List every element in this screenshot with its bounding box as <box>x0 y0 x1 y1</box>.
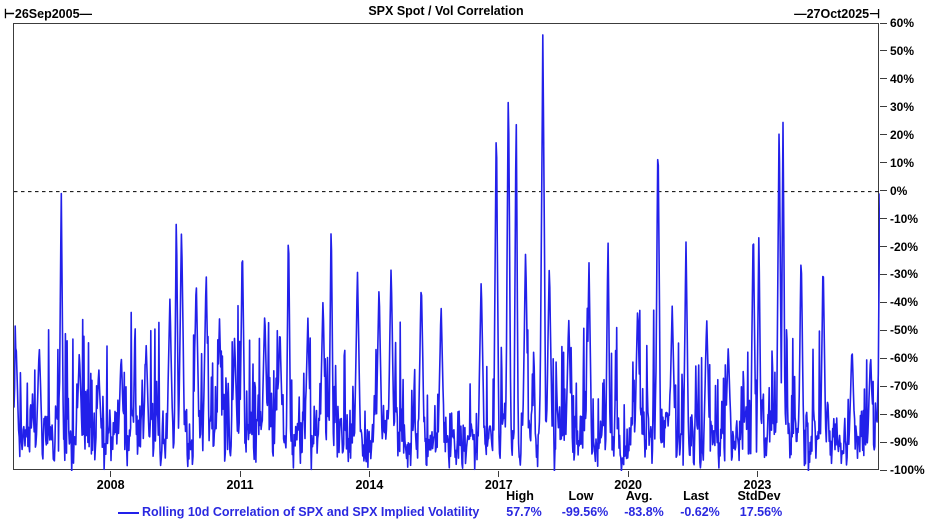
y-axis-tick <box>880 357 887 359</box>
y-axis-tick <box>880 413 887 415</box>
y-axis-label: 0% <box>890 183 908 198</box>
y-axis-label: 40% <box>890 71 915 86</box>
x-axis-label: 2011 <box>226 478 254 492</box>
x-axis-tick <box>627 471 629 477</box>
x-axis-label: 2020 <box>614 478 642 492</box>
x-axis-tick <box>239 471 241 477</box>
stat-header-last: Last <box>683 489 709 503</box>
y-axis-tick <box>880 190 887 192</box>
y-axis-label: -70% <box>890 379 919 394</box>
chart-end-date-label: —27Oct2025⊣ <box>794 7 880 21</box>
y-axis-tick <box>880 162 887 164</box>
y-axis-tick <box>880 218 887 220</box>
stat-value-last: -0.62% <box>680 505 720 519</box>
x-axis-label: 2023 <box>743 478 772 492</box>
stat-header-high: High <box>506 489 534 503</box>
chart-start-date-label: ⊢26Sep2005— <box>4 7 93 21</box>
y-axis-tick <box>880 273 887 275</box>
y-axis-tick <box>880 469 887 471</box>
plot-area <box>13 23 880 471</box>
y-axis-tick <box>880 329 887 331</box>
legend-series-label: Rolling 10d Correlation of SPX and SPX I… <box>142 505 480 519</box>
stat-value-stddev: 17.56% <box>739 505 783 519</box>
x-axis-tick <box>498 471 500 477</box>
stat-value-avg: -83.8% <box>624 505 664 519</box>
y-axis-tick <box>880 50 887 52</box>
correlation-line-chart <box>14 34 880 471</box>
stat-header-low: Low <box>568 489 594 503</box>
y-axis-label: -60% <box>890 351 919 366</box>
x-axis-tick <box>110 471 112 477</box>
y-axis-tick <box>880 441 887 443</box>
x-axis-tick <box>756 471 758 477</box>
chart-title: SPX Spot / Vol Correlation <box>368 4 524 18</box>
y-axis-tick <box>880 78 887 80</box>
x-axis-label: 2008 <box>96 478 125 492</box>
x-axis-label: 2017 <box>484 478 513 492</box>
x-axis-tick <box>368 471 370 477</box>
y-axis-label: -90% <box>890 435 919 450</box>
y-axis-label: 30% <box>890 99 915 114</box>
y-axis-label: -10% <box>890 211 919 226</box>
stat-header-avg: Avg. <box>625 489 653 503</box>
legend-line-sample-icon <box>118 512 139 514</box>
y-axis-label: -20% <box>890 239 919 254</box>
stat-header-stddev: StdDev <box>737 489 781 503</box>
y-axis-tick <box>880 134 887 136</box>
correlation-series-line <box>14 34 880 471</box>
y-axis-label: -40% <box>890 295 919 310</box>
y-axis-label: -80% <box>890 407 919 422</box>
y-axis-tick <box>880 106 887 108</box>
y-axis-label: 60% <box>890 16 915 30</box>
y-axis-label: 20% <box>890 127 915 142</box>
y-axis-label: 50% <box>890 43 915 58</box>
legend-row: Rolling 10d Correlation of SPX and SPX I… <box>0 505 930 521</box>
y-axis-tick <box>880 385 887 387</box>
x-axis-label: 2014 <box>355 478 384 492</box>
y-axis-label: -30% <box>890 267 919 282</box>
stat-value-low: -99.56% <box>561 505 609 519</box>
y-axis-tick <box>880 246 887 247</box>
y-axis-label: -100% <box>890 463 925 477</box>
y-axis-tick <box>880 22 887 24</box>
y-axis-label: 10% <box>890 155 915 170</box>
y-axis-tick <box>880 301 887 303</box>
y-axis-label: -50% <box>890 323 919 338</box>
stat-value-high: 57.7% <box>506 505 542 519</box>
